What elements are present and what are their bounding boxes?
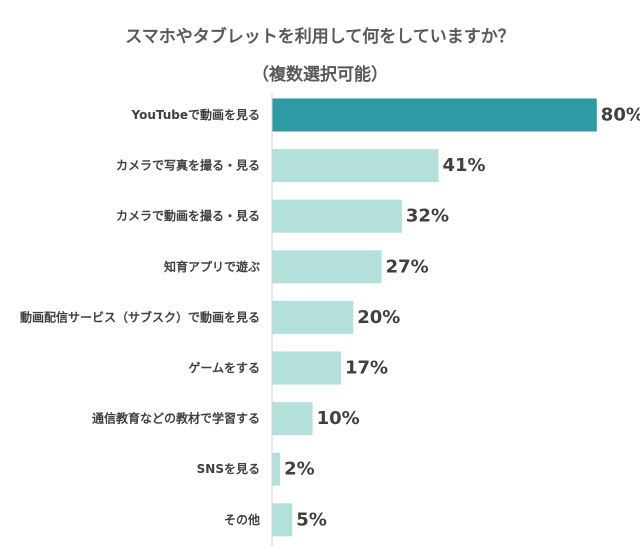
value-label-5: 17% xyxy=(345,358,388,379)
category-label-8: その他 xyxy=(224,512,260,527)
bar-6 xyxy=(272,402,313,436)
bar-1 xyxy=(272,149,439,183)
value-label-2: 32% xyxy=(406,206,449,227)
category-label-2: カメラで動画を撮る・見る xyxy=(116,208,260,223)
bar-0 xyxy=(272,98,597,132)
value-label-0: 80% xyxy=(601,105,640,126)
chart-subtitle: （複数選択可能） xyxy=(252,65,388,85)
category-label-1: カメラで写真を撮る・見る xyxy=(116,158,260,173)
bar-8 xyxy=(272,503,293,537)
category-label-5: ゲームをする xyxy=(188,360,260,375)
value-label-4: 20% xyxy=(357,307,400,328)
bar-2 xyxy=(272,199,402,233)
value-label-1: 41% xyxy=(443,155,486,176)
category-label-0: YouTubeで動画を見る xyxy=(130,107,260,122)
bar-7 xyxy=(272,452,281,486)
bar-5 xyxy=(272,351,341,385)
category-label-7: SNSを見る xyxy=(197,461,260,476)
value-label-7: 2% xyxy=(284,459,315,480)
category-label-3: 知育アプリで遊ぶ xyxy=(163,259,260,274)
category-label-6: 通信教育などの教材で学習する xyxy=(92,411,260,426)
chart-title: スマホやタブレットを利用して何をしていますか？ xyxy=(125,27,515,47)
category-label-4: 動画配信サービス（サブスク）で動画を見る xyxy=(20,309,260,324)
value-label-8: 5% xyxy=(296,509,327,530)
value-label-3: 27% xyxy=(386,256,429,277)
bar-4 xyxy=(272,300,354,334)
value-label-6: 10% xyxy=(317,408,360,429)
bar-3 xyxy=(272,250,382,284)
